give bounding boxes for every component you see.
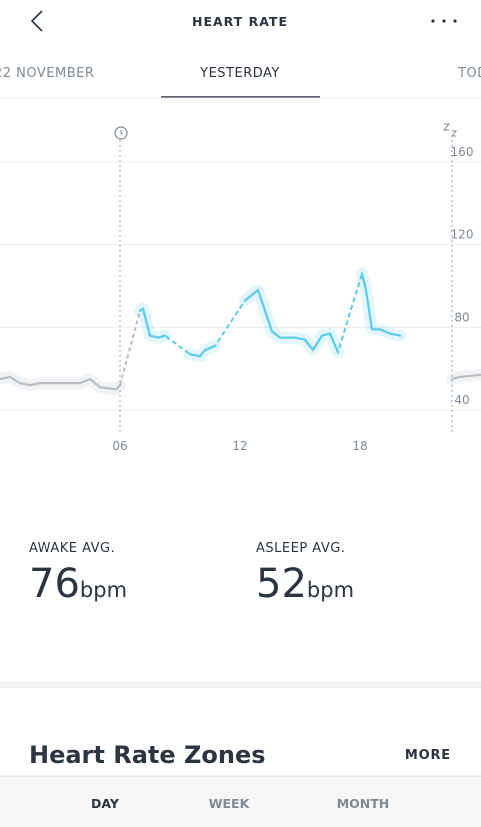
stat-label: ASLEEP AVG. xyxy=(256,541,345,556)
x-tick-label: 06 xyxy=(112,439,127,453)
stat-value: 52bpm xyxy=(256,561,354,607)
page-title: HEART RATE xyxy=(192,14,288,29)
x-tick-label: 12 xyxy=(232,439,247,453)
chart: 40 80 120 160 06 12 18 xyxy=(0,145,481,453)
y-tick-label: 40 xyxy=(454,393,469,407)
stat-value: 76bpm xyxy=(29,561,127,607)
more-menu[interactable] xyxy=(431,19,457,23)
line xyxy=(188,344,217,358)
connector xyxy=(119,310,141,386)
tab[interactable]: 22 NOVEMBER xyxy=(0,66,94,81)
bottom-nav xyxy=(0,776,481,827)
section-separator xyxy=(0,682,481,688)
nav-item[interactable]: WEEK xyxy=(209,796,251,811)
y-tick-label: 80 xyxy=(454,310,469,324)
line xyxy=(0,375,122,391)
stat-label: AWAKE AVG. xyxy=(29,541,115,556)
sleep-icon xyxy=(442,123,458,137)
back-button[interactable] xyxy=(30,10,43,32)
nav-item-active[interactable]: DAY xyxy=(91,796,120,811)
y-tick-label: 120 xyxy=(451,228,474,242)
tab[interactable]: TODAY xyxy=(457,66,481,81)
line xyxy=(360,272,402,337)
more-link[interactable]: MORE xyxy=(405,748,451,763)
nav-item[interactable]: MONTH xyxy=(337,796,390,811)
line xyxy=(450,373,481,381)
alarm-icon xyxy=(114,126,128,140)
tab-active[interactable]: YESTERDAY xyxy=(199,66,280,81)
x-tick-label: 18 xyxy=(352,439,367,453)
line xyxy=(243,289,340,354)
y-tick-label: 160 xyxy=(451,145,474,159)
dot xyxy=(431,19,435,23)
dot xyxy=(453,19,457,23)
line xyxy=(138,307,167,339)
dot xyxy=(442,19,446,23)
section-title: Heart Rate Zones xyxy=(29,741,266,769)
